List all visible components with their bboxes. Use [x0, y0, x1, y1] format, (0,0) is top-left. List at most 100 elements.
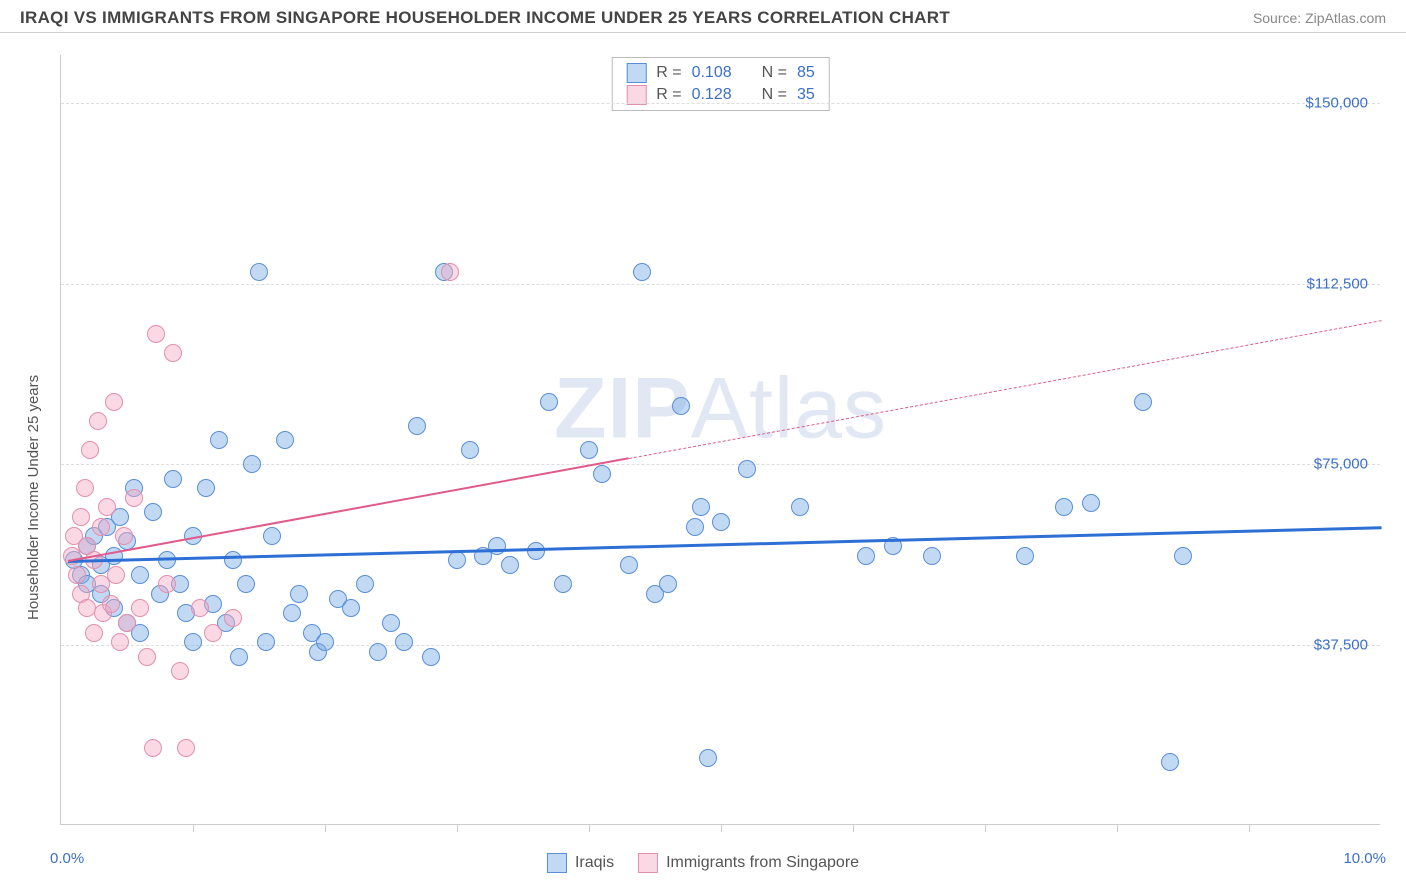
- legend-item-label: Immigrants from Singapore: [666, 854, 859, 872]
- data-point: [738, 460, 756, 478]
- data-point: [164, 344, 182, 362]
- data-point: [224, 609, 242, 627]
- data-point: [210, 431, 228, 449]
- data-point: [204, 624, 222, 642]
- data-point: [422, 648, 440, 666]
- data-point: [461, 441, 479, 459]
- data-point: [923, 547, 941, 565]
- data-point: [263, 527, 281, 545]
- data-point: [593, 465, 611, 483]
- chart-title: IRAQI VS IMMIGRANTS FROM SINGAPORE HOUSE…: [20, 8, 950, 28]
- data-point: [243, 455, 261, 473]
- data-point: [1055, 498, 1073, 516]
- data-point: [356, 575, 374, 593]
- x-tick: [721, 824, 722, 832]
- data-point: [659, 575, 677, 593]
- data-point: [197, 479, 215, 497]
- legend-r-label: R =: [656, 64, 681, 82]
- legend-n-value: 85: [797, 64, 815, 82]
- data-point: [1082, 494, 1100, 512]
- x-tick: [1249, 824, 1250, 832]
- data-point: [89, 412, 107, 430]
- data-point: [283, 604, 301, 622]
- data-point: [692, 498, 710, 516]
- chart-header: IRAQI VS IMMIGRANTS FROM SINGAPORE HOUSE…: [0, 0, 1406, 33]
- data-point: [125, 489, 143, 507]
- legend-swatch: [626, 85, 646, 105]
- data-point: [111, 633, 129, 651]
- data-point: [1174, 547, 1192, 565]
- data-point: [68, 566, 86, 584]
- legend-item: Immigrants from Singapore: [638, 853, 859, 873]
- data-point: [620, 556, 638, 574]
- data-point: [98, 498, 116, 516]
- legend-item-label: Iraqis: [575, 854, 614, 872]
- data-point: [527, 542, 545, 560]
- data-point: [72, 508, 90, 526]
- data-point: [276, 431, 294, 449]
- data-point: [171, 662, 189, 680]
- x-tick: [985, 824, 986, 832]
- data-point: [316, 633, 334, 651]
- x-axis-max-label: 10.0%: [1343, 850, 1386, 867]
- gridline: [61, 103, 1380, 104]
- data-point: [85, 624, 103, 642]
- data-point: [408, 417, 426, 435]
- data-point: [164, 470, 182, 488]
- data-point: [672, 397, 690, 415]
- data-point: [791, 498, 809, 516]
- data-point: [105, 547, 123, 565]
- gridline: [61, 284, 1380, 285]
- data-point: [501, 556, 519, 574]
- data-point: [540, 393, 558, 411]
- data-point: [92, 575, 110, 593]
- data-point: [448, 551, 466, 569]
- legend-r-label: R =: [656, 86, 681, 104]
- data-point: [382, 614, 400, 632]
- data-point: [488, 537, 506, 555]
- data-point: [76, 479, 94, 497]
- data-point: [158, 575, 176, 593]
- x-tick: [457, 824, 458, 832]
- data-point: [131, 566, 149, 584]
- data-point: [224, 551, 242, 569]
- data-point: [633, 263, 651, 281]
- data-point: [138, 648, 156, 666]
- watermark-bold: ZIP: [554, 360, 691, 456]
- data-point: [1016, 547, 1034, 565]
- data-point: [107, 566, 125, 584]
- legend-n-label: N =: [762, 64, 787, 82]
- legend-series: Iraqis Immigrants from Singapore: [547, 853, 859, 873]
- x-tick: [193, 824, 194, 832]
- data-point: [118, 614, 136, 632]
- data-point: [857, 547, 875, 565]
- scatter-chart: ZIPAtlas R =0.108N =85R =0.128N =35 $37,…: [60, 55, 1380, 825]
- data-point: [158, 551, 176, 569]
- data-point: [230, 648, 248, 666]
- x-tick: [1117, 824, 1118, 832]
- y-axis-label: Householder Income Under 25 years: [25, 375, 42, 620]
- data-point: [712, 513, 730, 531]
- data-point: [580, 441, 598, 459]
- data-point: [191, 599, 209, 617]
- data-point: [290, 585, 308, 603]
- legend-item: Iraqis: [547, 853, 614, 873]
- data-point: [237, 575, 255, 593]
- legend-swatch: [626, 63, 646, 83]
- data-point: [102, 595, 120, 613]
- legend-n-value: 35: [797, 86, 815, 104]
- data-point: [144, 503, 162, 521]
- y-tick-label: $112,500: [1307, 275, 1368, 292]
- legend-r-value: 0.128: [692, 86, 732, 104]
- trend-line-dashed: [629, 320, 1382, 459]
- data-point: [115, 527, 133, 545]
- data-point: [554, 575, 572, 593]
- data-point: [105, 393, 123, 411]
- data-point: [686, 518, 704, 536]
- x-axis-min-label: 0.0%: [50, 850, 84, 867]
- data-point: [369, 643, 387, 661]
- data-point: [92, 518, 110, 536]
- data-point: [144, 739, 162, 757]
- data-point: [1161, 753, 1179, 771]
- data-point: [1134, 393, 1152, 411]
